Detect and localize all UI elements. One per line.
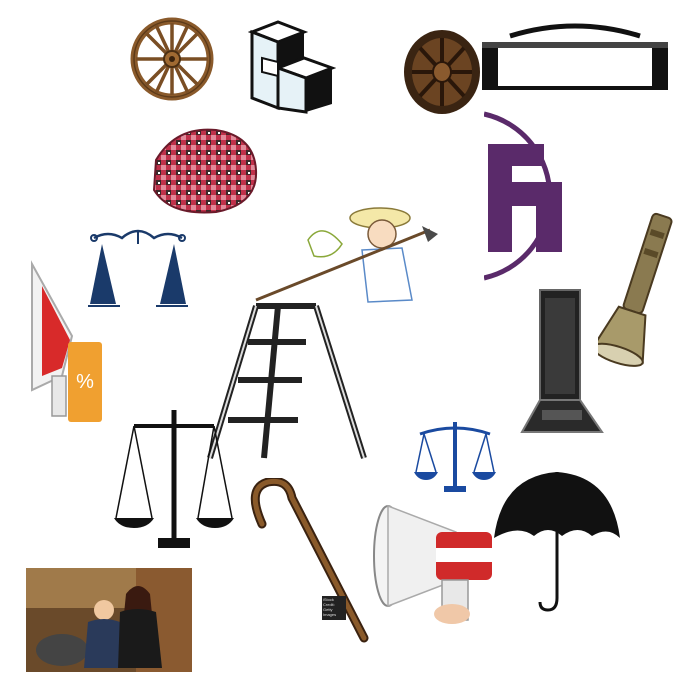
circle-letter-logo-icon (484, 110, 594, 282)
megaphone-icon: % (22, 256, 106, 434)
balance-scale-icon (414, 418, 496, 494)
percent-badge: % (76, 371, 94, 393)
umbrella-icon (492, 468, 622, 614)
balance-scale-icon (88, 220, 188, 316)
flashlight-icon (598, 208, 678, 378)
woven-fabric-icon (146, 120, 262, 220)
balance-scale-icon (108, 406, 240, 554)
wooden-wheel-icon (122, 16, 222, 102)
laptop-icon (520, 286, 604, 436)
image-credit: iStock Credit: Getty Images (322, 596, 346, 620)
walking-cane-icon (246, 478, 370, 644)
farmer-with-hoe-icon (252, 200, 440, 306)
trunk-lid-icon (480, 14, 670, 92)
family-photo-icon (26, 568, 192, 672)
stairs-icon (248, 18, 336, 114)
megaphone-icon (372, 502, 496, 628)
wooden-wheel-icon (400, 26, 484, 118)
step-ladder-icon (206, 302, 368, 462)
